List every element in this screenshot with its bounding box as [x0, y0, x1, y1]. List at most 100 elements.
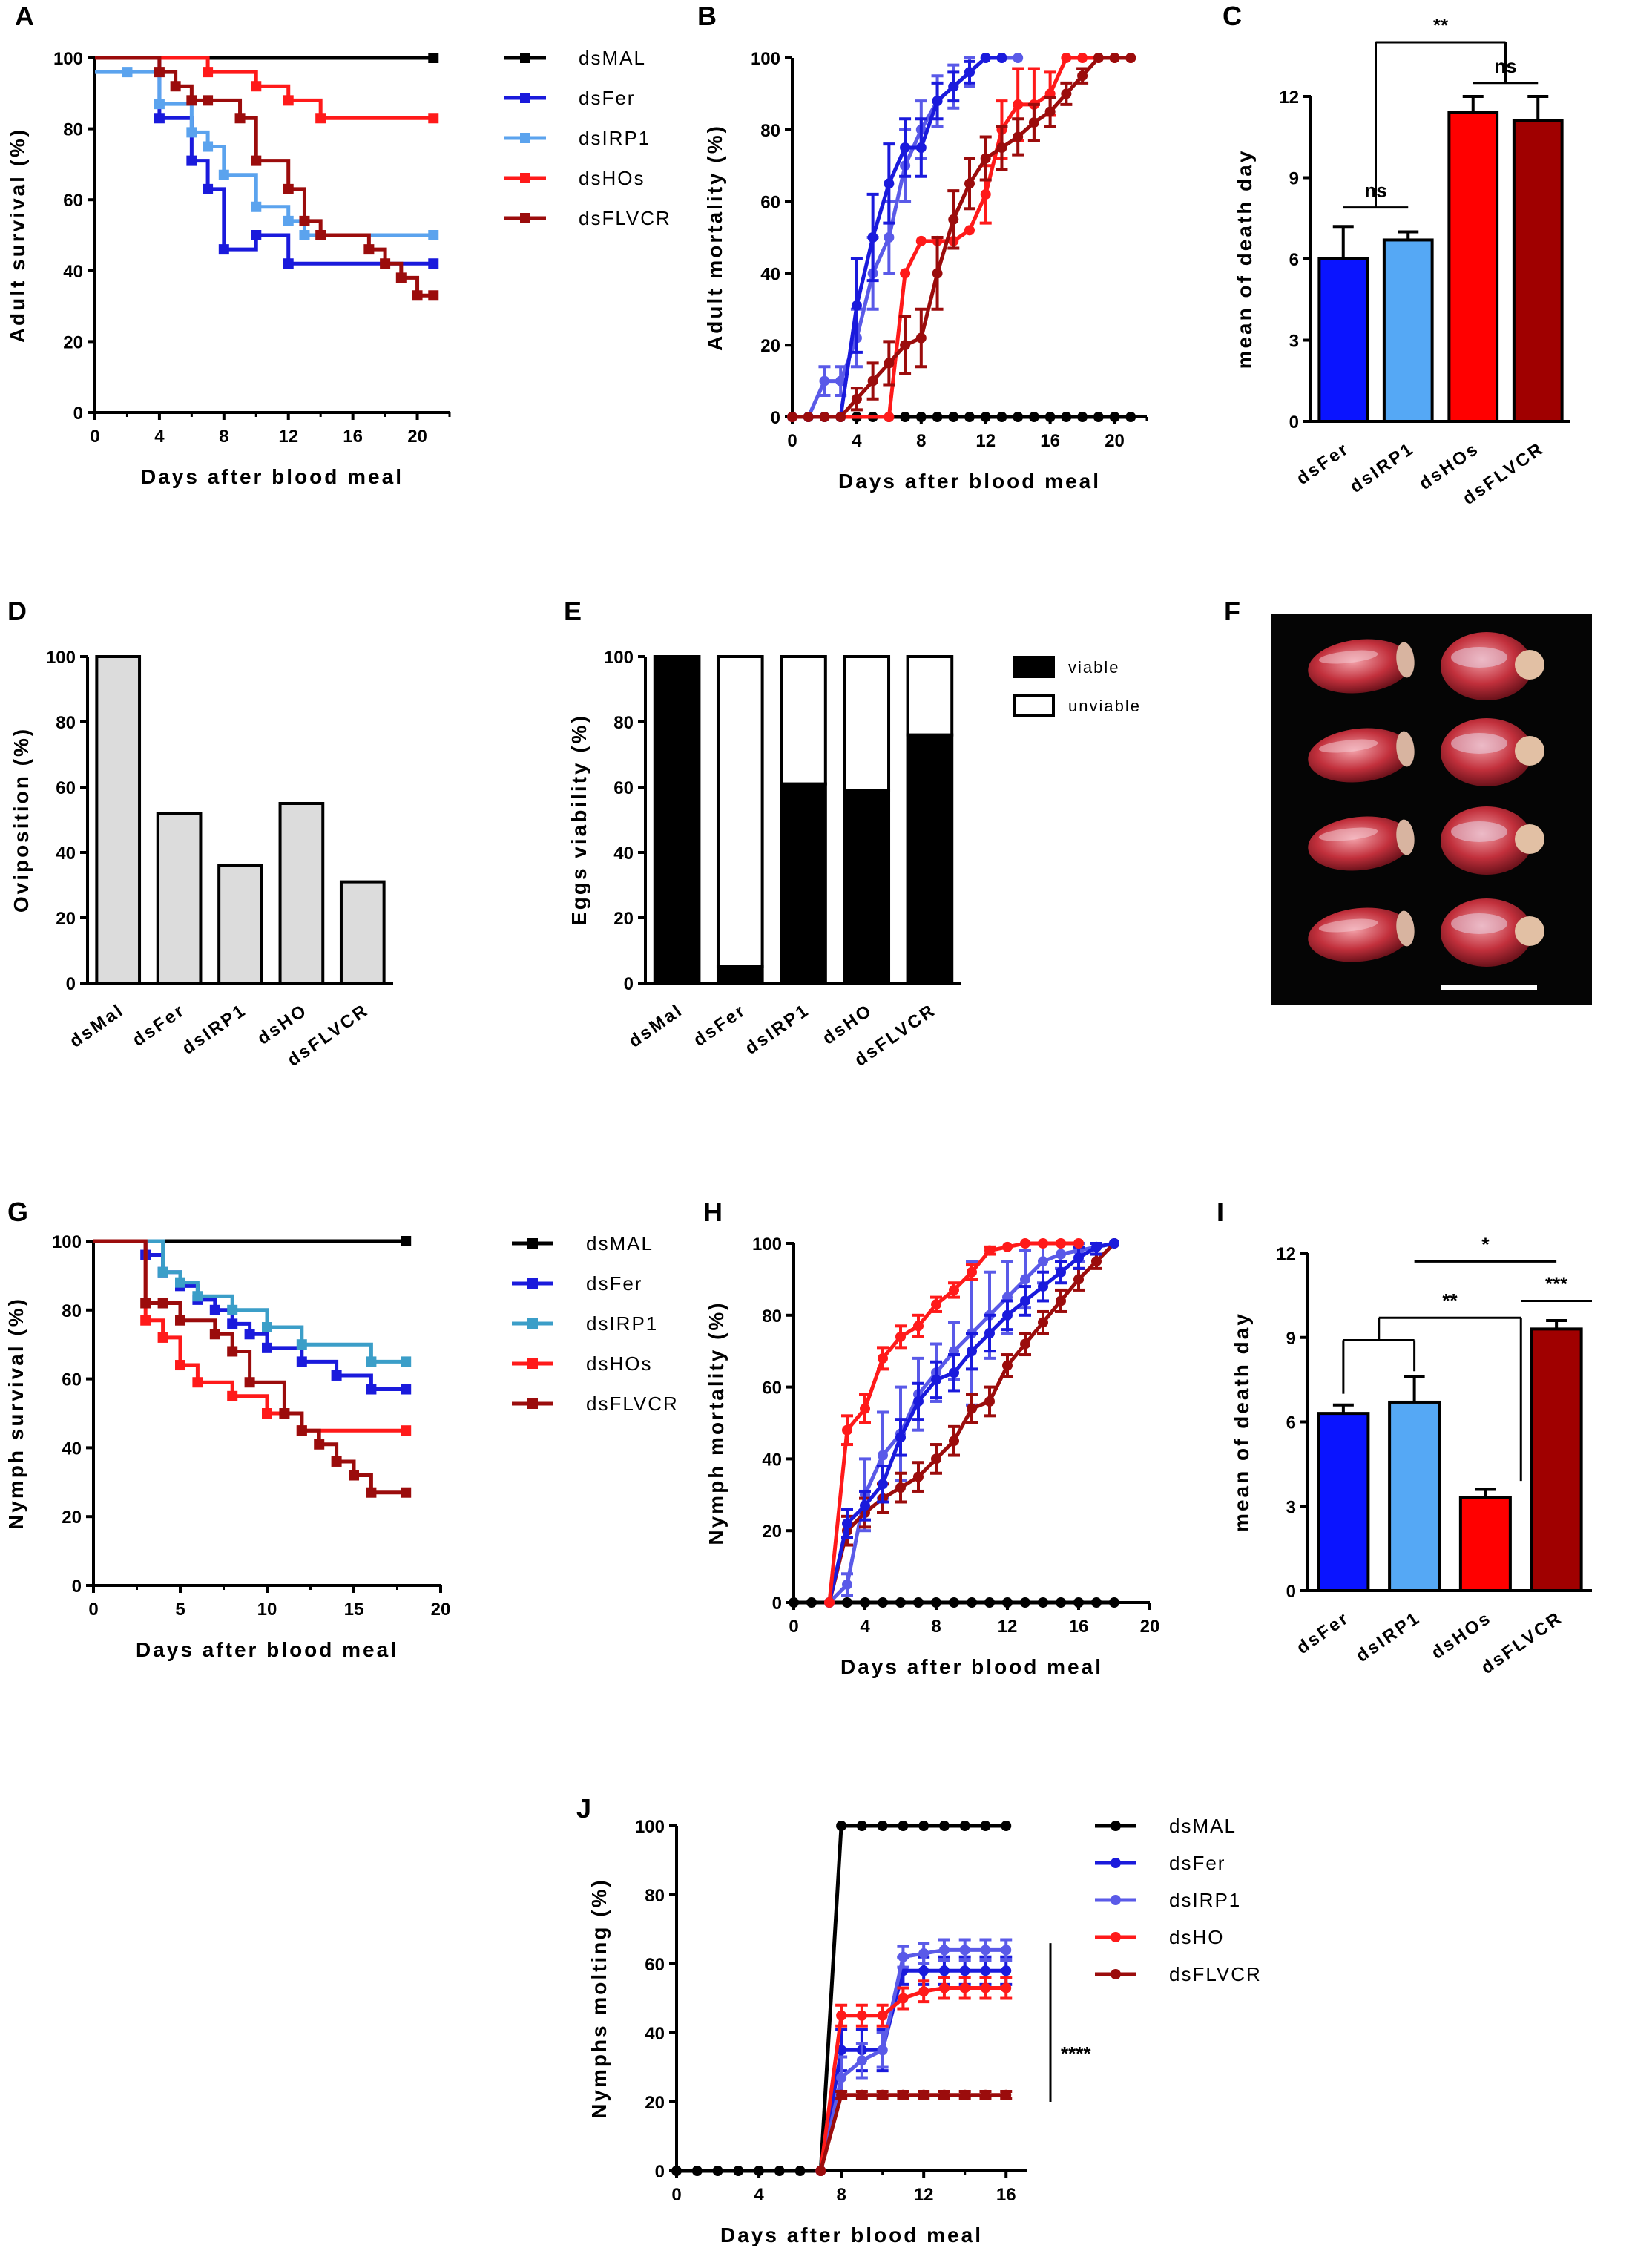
y-tick-label: 0 — [624, 974, 634, 994]
y-tick-label: 6 — [1286, 1413, 1296, 1433]
legend-marker — [520, 93, 530, 103]
x-tick-label: 20 — [1105, 431, 1125, 451]
data-point — [967, 1597, 977, 1608]
legend-swatch-viable — [1013, 656, 1055, 678]
egg-highlight — [1318, 739, 1378, 753]
data-point — [895, 1432, 906, 1443]
data-point — [913, 1321, 924, 1332]
category-label-dsfer: dsFer — [1293, 1608, 1353, 1658]
data-point — [218, 169, 229, 180]
data-point — [227, 1390, 238, 1401]
egg-body — [1308, 639, 1412, 694]
egg-operculum — [1515, 650, 1544, 680]
category-label-dsirp1: dsIRP1 — [1346, 438, 1418, 497]
y-tick-label: 40 — [56, 844, 76, 864]
egg-left-1 — [1308, 639, 1415, 694]
data-point — [428, 290, 439, 301]
data-point — [964, 412, 975, 422]
x-tick-label: 16 — [343, 427, 363, 447]
data-point — [1091, 1256, 1102, 1267]
data-point — [1073, 1597, 1084, 1608]
data-point — [712, 2166, 723, 2176]
data-point — [1073, 1238, 1084, 1249]
legend-marker — [520, 133, 530, 143]
data-point — [915, 332, 927, 344]
data-point — [867, 232, 878, 243]
data-point — [203, 95, 214, 106]
data-point — [1077, 70, 1088, 82]
data-point — [915, 235, 927, 246]
data-point — [980, 1982, 991, 1993]
y-tick-label: 80 — [56, 713, 76, 733]
y-tick-label: 80 — [645, 1886, 665, 1906]
legend-marker — [520, 213, 530, 223]
data-point — [918, 1948, 929, 1959]
data-point — [234, 113, 246, 124]
data-point — [1001, 1965, 1012, 1976]
data-point — [1044, 412, 1056, 422]
data-point — [938, 1945, 950, 1956]
x-tick-label: 15 — [344, 1600, 364, 1620]
x-tick-label: 8 — [836, 2185, 846, 2205]
series-line-dsmal — [677, 1824, 1007, 2173]
data-point — [1056, 1295, 1066, 1306]
x-tick-label: 8 — [219, 427, 228, 447]
data-point — [774, 2166, 785, 2176]
data-point — [244, 1329, 255, 1340]
data-point — [856, 2055, 867, 2066]
data-point — [836, 2010, 847, 2021]
data-point — [932, 268, 943, 279]
data-point — [867, 375, 878, 387]
data-point — [1056, 1249, 1066, 1260]
y-tick-label: 20 — [62, 1508, 82, 1528]
y-tick-label: 100 — [53, 49, 83, 69]
data-point — [984, 1245, 995, 1256]
data-point — [428, 230, 439, 240]
y-tick-label: 60 — [56, 778, 76, 798]
data-point — [1091, 1241, 1102, 1252]
panel-label-h: H — [703, 1197, 723, 1227]
data-point — [938, 2089, 950, 2100]
data-point — [915, 142, 927, 153]
data-point — [412, 290, 423, 301]
egg-shell-highlight — [1451, 647, 1507, 668]
egg-operculum — [1515, 824, 1544, 854]
panel-label-f: F — [1224, 596, 1240, 626]
legend-marker — [1111, 1932, 1121, 1942]
x-tick-label: 0 — [787, 431, 797, 451]
data-point — [1013, 99, 1024, 110]
data-point — [877, 2089, 888, 2100]
data-point — [898, 1821, 909, 1831]
data-point — [380, 258, 391, 269]
x-tick-label: 4 — [154, 427, 165, 447]
y-tick-label: 40 — [762, 1450, 782, 1470]
legend-entry-dsmal: dsMAL — [1169, 1815, 1237, 1837]
data-point — [428, 53, 439, 63]
data-point — [931, 1597, 941, 1608]
x-tick-label: 8 — [916, 431, 926, 451]
data-point — [157, 1332, 168, 1343]
y-tick-label: 20 — [762, 1522, 782, 1542]
data-point — [1093, 53, 1104, 63]
data-point — [815, 2166, 826, 2176]
y-tick-label: 40 — [62, 1439, 82, 1459]
significance-bracket: ** — [1375, 14, 1506, 44]
data-point — [733, 2166, 744, 2176]
data-point — [299, 230, 310, 240]
data-point — [819, 412, 830, 422]
series-dshos — [824, 1238, 1084, 1608]
data-point — [401, 1236, 412, 1246]
data-point — [918, 2089, 929, 2100]
data-point — [959, 2089, 970, 2100]
data-point — [1077, 53, 1088, 63]
data-point — [967, 1403, 977, 1414]
scale-bar — [1441, 985, 1537, 990]
data-point — [209, 1329, 220, 1340]
data-point — [959, 1982, 970, 1993]
egg-cap — [1396, 819, 1415, 855]
data-point — [1038, 1317, 1048, 1328]
series-dsmal — [671, 1821, 1012, 2176]
data-point — [884, 232, 895, 243]
